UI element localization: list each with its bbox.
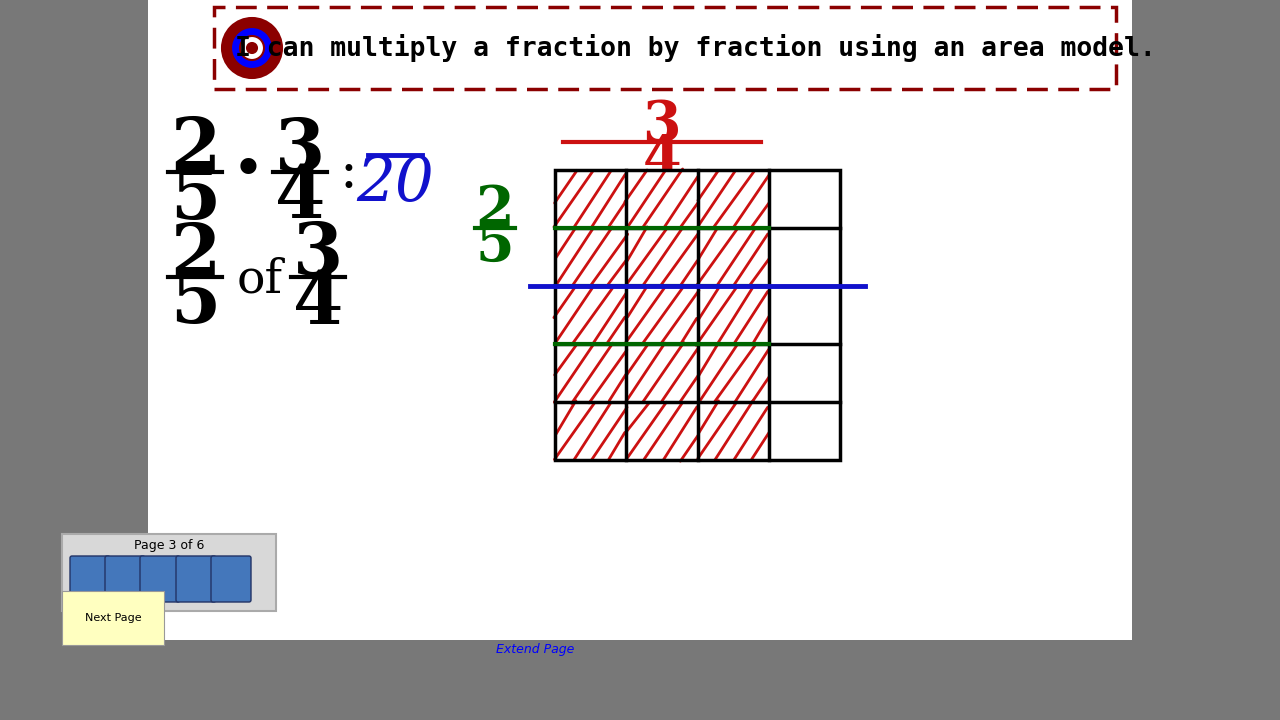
Text: 4: 4 — [643, 132, 681, 187]
Text: 3: 3 — [643, 97, 681, 153]
Text: 20: 20 — [356, 153, 434, 213]
Text: 2: 2 — [170, 114, 220, 186]
Text: Page 3 of 6: Page 3 of 6 — [134, 539, 205, 552]
Text: 4: 4 — [293, 268, 343, 338]
FancyBboxPatch shape — [177, 556, 216, 602]
Circle shape — [230, 27, 273, 69]
Bar — [148, 0, 1132, 640]
Text: 3: 3 — [293, 220, 343, 290]
FancyBboxPatch shape — [61, 534, 276, 611]
Bar — [556, 170, 840, 460]
Text: 2: 2 — [170, 220, 220, 290]
Text: 3: 3 — [275, 114, 325, 186]
Text: 5: 5 — [170, 163, 220, 233]
Text: 5: 5 — [170, 268, 220, 338]
FancyBboxPatch shape — [70, 556, 110, 602]
Text: of: of — [237, 257, 283, 302]
Text: I can multiply a fraction by fraction using an area model.: I can multiply a fraction by fraction us… — [234, 34, 1156, 62]
Text: 2: 2 — [476, 182, 515, 238]
Circle shape — [221, 18, 282, 78]
Text: 5: 5 — [476, 218, 515, 274]
Text: •: • — [232, 145, 265, 199]
FancyBboxPatch shape — [211, 556, 251, 602]
Text: Next Page: Next Page — [84, 613, 141, 623]
Text: Extend Page: Extend Page — [495, 644, 575, 657]
Bar — [556, 170, 840, 460]
FancyBboxPatch shape — [140, 556, 180, 602]
Text: 4: 4 — [275, 163, 325, 233]
Text: :: : — [339, 146, 357, 197]
FancyBboxPatch shape — [214, 7, 1116, 89]
FancyBboxPatch shape — [105, 556, 145, 602]
Circle shape — [247, 43, 257, 53]
Circle shape — [241, 36, 264, 60]
